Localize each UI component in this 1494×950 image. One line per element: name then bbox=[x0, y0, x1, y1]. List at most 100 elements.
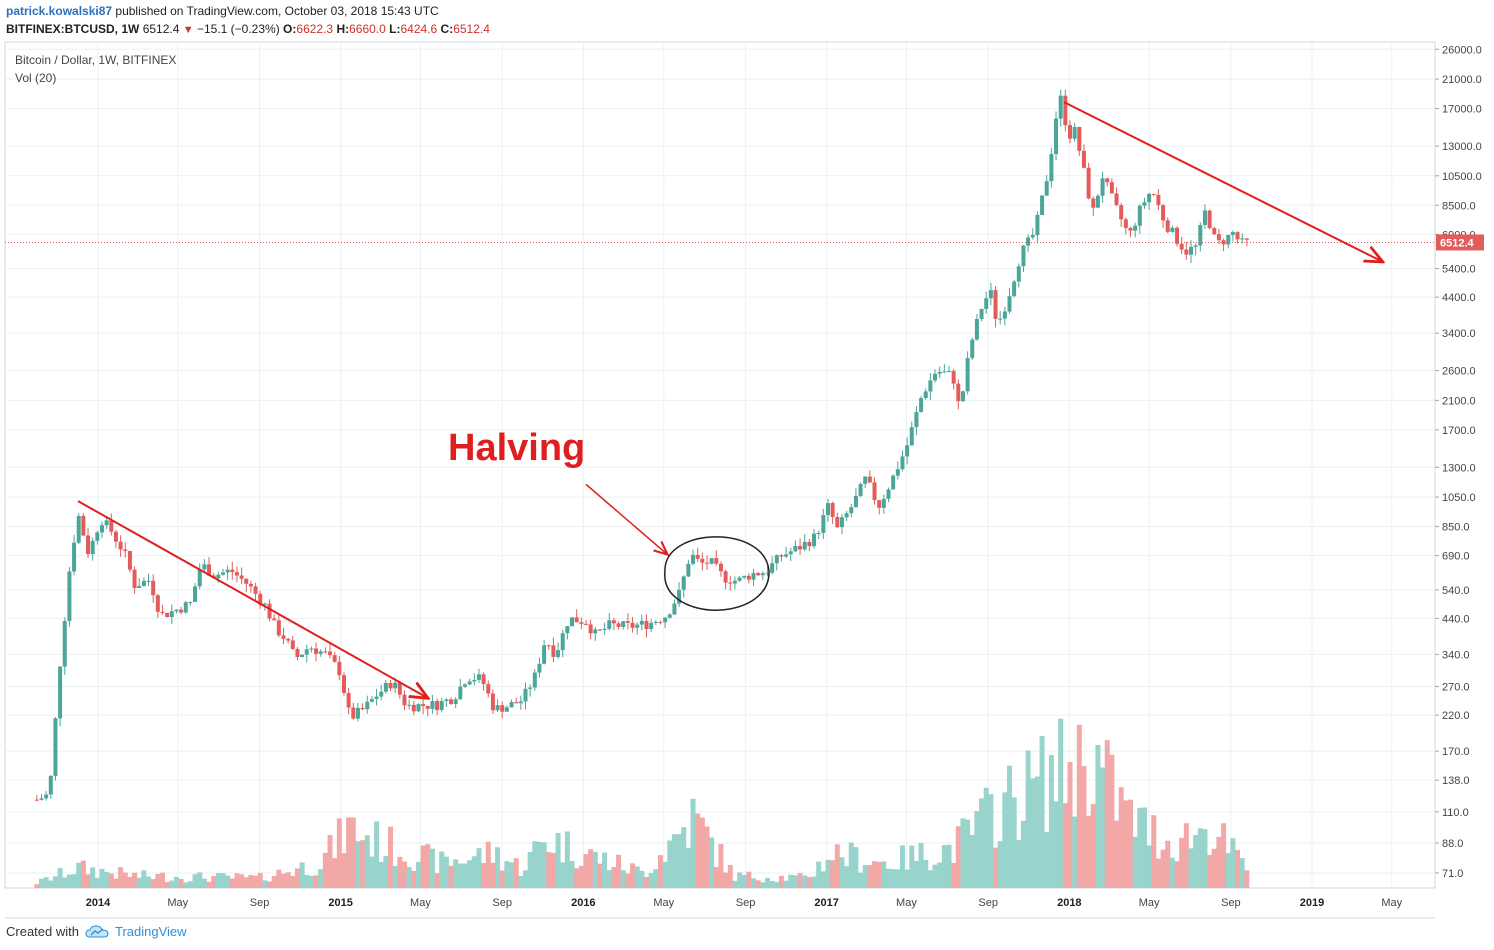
candle-down bbox=[574, 617, 579, 623]
volume-bar bbox=[150, 879, 156, 888]
volume-bar bbox=[313, 875, 319, 888]
time-tick-label: 2016 bbox=[571, 897, 595, 909]
candle-up bbox=[472, 679, 477, 682]
time-tick-label: May bbox=[410, 897, 431, 909]
volume-bar bbox=[513, 858, 519, 888]
candle-up bbox=[439, 701, 444, 710]
price-chart[interactable]: 26000.0 21000.0 17000.0 13000.0 10500.0 8500.… bbox=[0, 0, 1494, 920]
volume-bar bbox=[648, 873, 654, 888]
volume-bar bbox=[527, 851, 533, 888]
candle-up bbox=[1049, 153, 1054, 182]
candle-up bbox=[937, 371, 942, 374]
candle-up bbox=[784, 554, 789, 557]
time-tick-label: Sep bbox=[492, 897, 512, 909]
volume-bar bbox=[746, 871, 752, 888]
volume-bar bbox=[448, 865, 454, 888]
candle-up bbox=[691, 554, 696, 564]
volume-bar bbox=[881, 861, 887, 888]
volume-bar bbox=[853, 847, 859, 888]
volume-bar bbox=[951, 862, 957, 888]
down-triangle-icon: ▼ bbox=[182, 24, 194, 36]
volume-bar bbox=[806, 876, 812, 888]
volume-bar bbox=[657, 855, 663, 888]
tradingview-link[interactable]: TradingView bbox=[114, 924, 187, 939]
volume-bar bbox=[108, 873, 114, 888]
price-tick-label: 340.0 bbox=[1442, 649, 1470, 661]
volume-bar bbox=[183, 882, 189, 888]
volume-bar bbox=[71, 874, 77, 888]
volume-bar bbox=[620, 870, 626, 888]
candle-up bbox=[858, 483, 863, 496]
volume-bars bbox=[34, 718, 1250, 888]
candle-down bbox=[700, 558, 705, 563]
volume-bar bbox=[1132, 836, 1138, 888]
volume-bar bbox=[676, 834, 682, 888]
volume-bar bbox=[769, 880, 775, 888]
time-tick-label: Sep bbox=[978, 897, 998, 909]
candle-down bbox=[132, 569, 137, 588]
candle-down bbox=[267, 603, 272, 619]
time-tick-label: 2019 bbox=[1300, 897, 1324, 909]
candle-up bbox=[174, 609, 179, 612]
volume-bar bbox=[1081, 766, 1087, 888]
volume-bar bbox=[1114, 820, 1120, 888]
time-tick-label: May bbox=[1139, 897, 1160, 909]
close-label: C: bbox=[440, 22, 454, 36]
candle-down bbox=[123, 549, 128, 552]
candle-down bbox=[253, 586, 258, 594]
volume-bar bbox=[723, 872, 729, 888]
price-tick-label: 10500.0 bbox=[1442, 171, 1482, 183]
candle-down bbox=[295, 648, 300, 658]
username-link[interactable]: patrick.kowalski87 bbox=[6, 4, 113, 18]
candle-down bbox=[239, 575, 244, 579]
volume-bar bbox=[248, 874, 254, 888]
candle-up bbox=[900, 456, 905, 470]
candle-up bbox=[742, 575, 747, 578]
volume-bar bbox=[988, 794, 994, 888]
halving-arrow bbox=[585, 483, 666, 553]
volume-bar bbox=[215, 872, 221, 888]
candle-down bbox=[486, 684, 491, 694]
candle-up bbox=[369, 699, 374, 702]
candle-up bbox=[928, 380, 933, 392]
volume-bar bbox=[727, 864, 733, 888]
volume-bar bbox=[946, 844, 952, 888]
candle-up bbox=[788, 551, 793, 555]
candle-up bbox=[146, 580, 151, 582]
candle-up bbox=[467, 681, 472, 685]
open-value: 6622.3 bbox=[296, 22, 334, 36]
candle-down bbox=[1091, 198, 1096, 208]
volume-bar bbox=[811, 876, 817, 888]
price-tick-label: 13000.0 bbox=[1442, 141, 1482, 153]
candle-up bbox=[1072, 126, 1077, 139]
volume-bar bbox=[653, 869, 659, 888]
volume-bar bbox=[616, 854, 622, 888]
candle-up bbox=[621, 621, 626, 627]
volume-bar bbox=[481, 863, 487, 888]
candle-up bbox=[374, 696, 379, 700]
volume-bar bbox=[411, 870, 417, 888]
volume-bar bbox=[662, 861, 668, 888]
volume-bar bbox=[1100, 767, 1106, 888]
price-tick-label: 1700.0 bbox=[1442, 425, 1476, 437]
open-label: O: bbox=[283, 22, 297, 36]
volume-bar bbox=[830, 860, 836, 888]
volume-bar bbox=[941, 845, 947, 888]
volume-bar bbox=[1137, 807, 1143, 888]
volume-bar bbox=[783, 880, 789, 888]
candle-up bbox=[95, 532, 100, 541]
candle-up bbox=[462, 684, 467, 687]
candle-down bbox=[1123, 219, 1128, 228]
candle-up bbox=[444, 699, 449, 702]
halving-circle bbox=[664, 536, 770, 611]
candle-up bbox=[532, 672, 537, 688]
volume-bar bbox=[290, 875, 296, 888]
volume-bar bbox=[1048, 755, 1054, 888]
candle-up bbox=[593, 629, 598, 634]
volume-bar bbox=[1118, 787, 1124, 888]
candle-up bbox=[825, 503, 830, 515]
candle-up bbox=[812, 533, 817, 547]
candle-up bbox=[556, 650, 561, 657]
candle-down bbox=[109, 520, 114, 532]
volume-bar bbox=[667, 840, 673, 888]
